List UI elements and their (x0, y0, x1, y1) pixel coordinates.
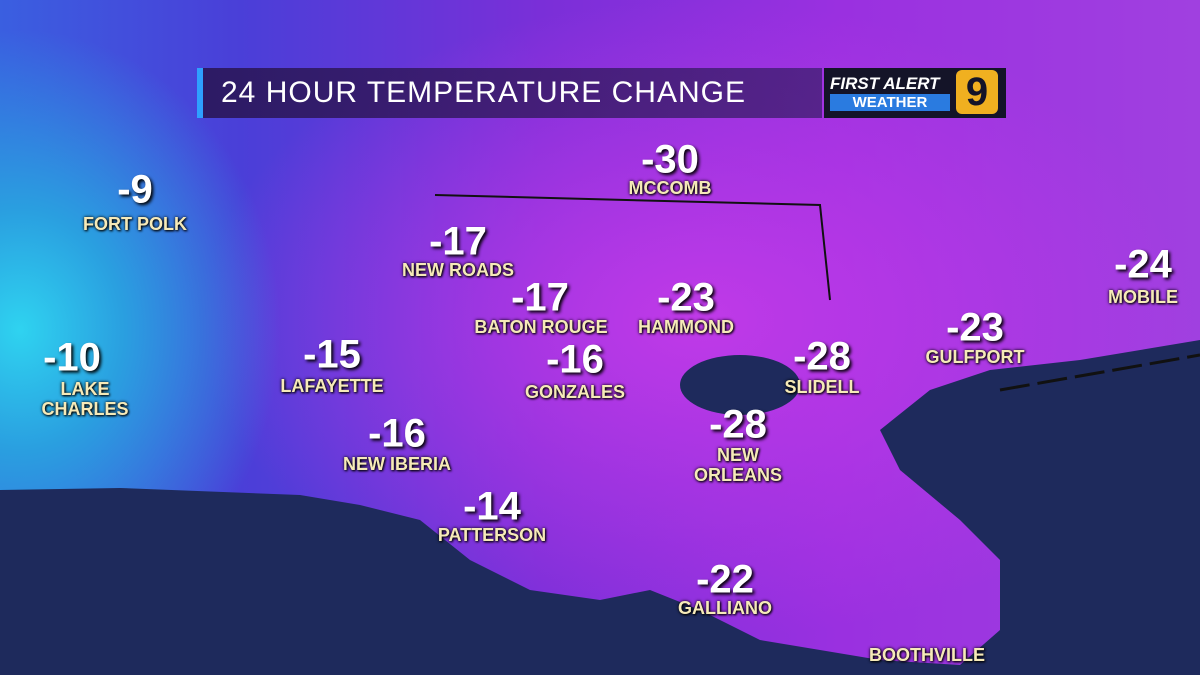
city-label: FORT POLK (83, 214, 187, 234)
logo-channel: 9 (956, 70, 998, 114)
logo-text: WEATHER (830, 94, 950, 111)
temp-change: -16 (546, 337, 604, 382)
state-line (434, 194, 831, 301)
logo: FIRST ALERT WEATHER 9 (824, 68, 1006, 118)
city-label: GALLIANO (678, 598, 772, 618)
city-label: LAFAYETTE (280, 376, 384, 396)
temp-change: -24 (1114, 242, 1172, 287)
temp-change: -30 (641, 137, 699, 182)
temp-change: -9 (117, 167, 153, 212)
city-label: GONZALES (524, 382, 626, 402)
city-label: PATTERSON (437, 525, 547, 545)
gulf (0, 340, 1200, 675)
city-label: LAKE CHARLES (41, 379, 129, 419)
temp-change: -17 (511, 275, 569, 320)
temp-change: -28 (793, 334, 851, 379)
city-label: GULFPORT (925, 347, 1025, 367)
lake (680, 355, 800, 415)
logo-text: FIRST ALERT (830, 74, 940, 93)
temp-change: -28 (709, 402, 767, 447)
temp-change: -14 (463, 484, 521, 529)
city-label: NEW IBERIA (343, 454, 451, 474)
temp-change: -23 (657, 275, 715, 320)
city-label: NEW ROADS (402, 260, 514, 280)
city-label: MCCOMB (628, 178, 712, 198)
temp-change: -10 (43, 335, 101, 380)
title: 24 HOUR TEMPERATURE CHANGE (197, 68, 822, 118)
temp-change: -17 (429, 219, 487, 264)
temp-change: -16 (368, 411, 426, 456)
city-label: HAMMOND (638, 317, 734, 337)
temp-change: -15 (303, 332, 361, 377)
city-label: SLIDELL (784, 377, 860, 397)
temp-change: -22 (696, 557, 754, 602)
city-label: BATON ROUGE (474, 317, 608, 337)
city-label: NEW ORLEANS (693, 445, 782, 485)
city-label: MOBILE (1108, 287, 1178, 307)
city-label: BOOTHVILLE (869, 645, 985, 665)
coast-line (999, 353, 1200, 392)
temp-change: -23 (946, 305, 1004, 350)
